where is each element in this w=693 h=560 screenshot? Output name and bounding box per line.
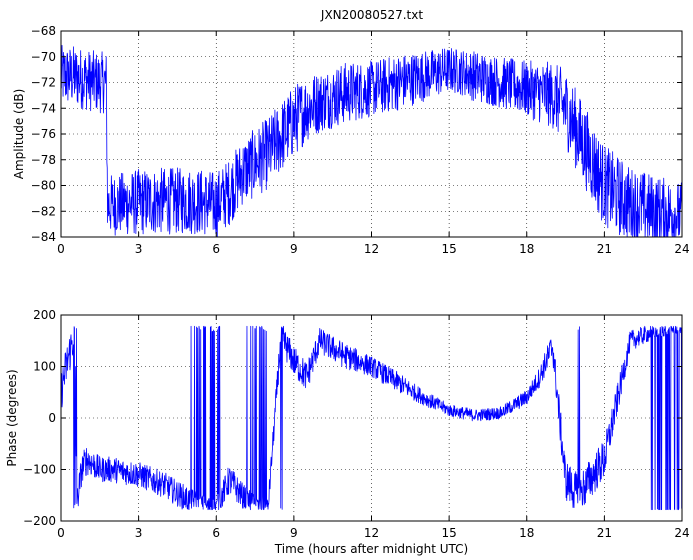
x-tick-label: 15 <box>441 526 456 540</box>
x-tick-label: 3 <box>135 526 143 540</box>
x-tick-label: 3 <box>135 242 143 256</box>
phase-series <box>60 325 683 511</box>
x-tick-label: 21 <box>597 242 612 256</box>
y-tick-label: −200 <box>23 514 56 528</box>
y-tick-label: 0 <box>48 411 56 425</box>
y-tick-label: −100 <box>23 463 56 477</box>
amplitude-line <box>60 45 683 238</box>
x-tick-label: 24 <box>674 526 689 540</box>
x-tick-label: 0 <box>57 242 65 256</box>
y-tick-label: −72 <box>31 76 56 90</box>
x-tick-label: 9 <box>290 526 298 540</box>
y-tick-label: −74 <box>31 101 56 115</box>
phase-chart: 0 3 6 9 12 15 18 21 24 200 100 0 −100 −200 Phase (deg… <box>5 308 690 556</box>
amplitude-chart: JXN20080527.txt 0 3 6 9 12 15 18 21 24 −68 −70 −72 −… <box>12 8 690 256</box>
x-tick-label: 6 <box>212 242 220 256</box>
x-tick-label: 24 <box>674 242 689 256</box>
y-tick-label: −82 <box>31 204 56 218</box>
x-tick-label: 12 <box>364 242 379 256</box>
x-tick-label: 18 <box>519 242 534 256</box>
phase-ticks: 0 3 6 9 12 15 18 21 24 200 100 0 −100 −200 <box>23 308 690 540</box>
x-tick-label: 15 <box>441 242 456 256</box>
phase-y-axis-label: Phase (degrees) <box>5 369 19 466</box>
y-tick-label: −68 <box>31 24 56 38</box>
time-x-axis-label: Time (hours after midnight UTC) <box>274 542 468 556</box>
y-tick-label: −76 <box>31 127 56 141</box>
amplitude-ticks: 0 3 6 9 12 15 18 21 24 −68 −70 −72 −74 −76 −78 −80 −82 −8… <box>31 24 690 256</box>
y-tick-label: −70 <box>31 50 56 64</box>
y-tick-label: −84 <box>31 230 56 244</box>
x-tick-label: 18 <box>519 526 534 540</box>
x-tick-label: 21 <box>597 526 612 540</box>
x-tick-label: 6 <box>212 526 220 540</box>
y-tick-label: −80 <box>31 179 56 193</box>
amplitude-series <box>60 45 683 238</box>
x-tick-label: 12 <box>364 526 379 540</box>
x-tick-label: 9 <box>290 242 298 256</box>
y-tick-label: 200 <box>33 308 56 322</box>
y-tick-label: 100 <box>33 360 56 374</box>
phase-line <box>60 325 683 511</box>
x-tick-label: 0 <box>57 526 65 540</box>
chart-title: JXN20080527.txt <box>320 8 423 22</box>
amplitude-y-axis-label: Amplitude (dB) <box>12 89 26 180</box>
y-tick-label: −78 <box>31 153 56 167</box>
